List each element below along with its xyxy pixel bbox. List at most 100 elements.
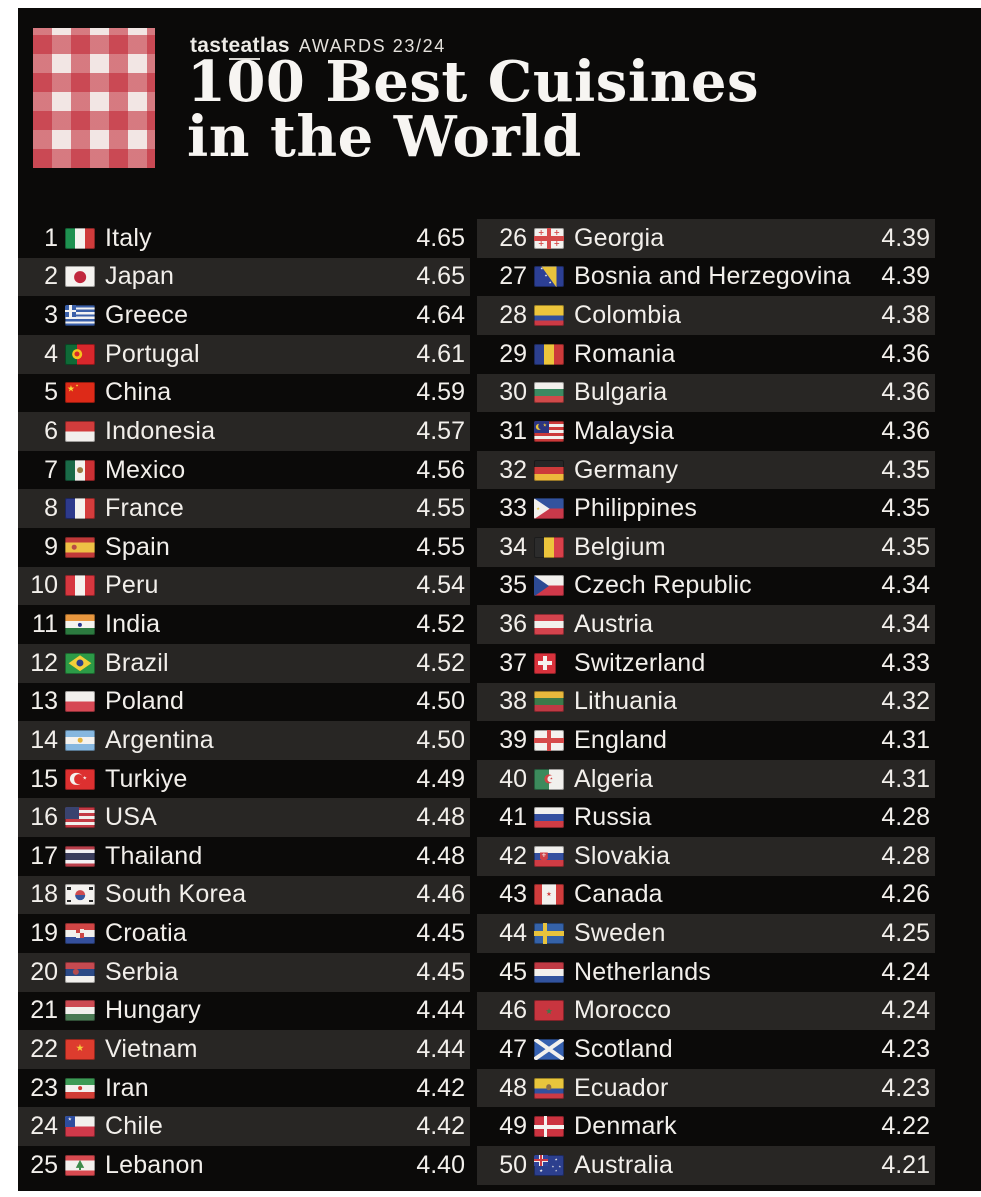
country-flag-icon [65,884,95,906]
country-flag-icon [65,807,95,829]
country-name: Chile [105,1112,163,1141]
country-flag-icon: ★ [65,1116,95,1138]
country-name: Peru [105,571,159,600]
country-flag-icon [534,807,564,829]
country-name: India [105,610,161,639]
flag-star-detail: ★ [539,1167,544,1173]
wordmark-eat-underlined: eat [228,34,260,60]
flag-cross-detail [534,1116,564,1138]
ranking-row: 43 ★ Canada 4.26 [477,876,935,915]
flag-star-detail: ★ [542,423,547,429]
ranking-row: 45 Netherlands 4.24 [477,953,935,992]
cuisine-score: 4.21 [881,1150,930,1179]
cuisine-score: 4.55 [416,532,465,561]
flag-glyph-detail: + [538,228,545,238]
cuisine-score: 4.48 [416,841,465,870]
rank-number: 41 [499,803,527,832]
country-flag-icon [534,575,564,597]
flag-dot-detail [77,738,83,743]
rank-number: 48 [499,1073,527,1102]
country-name: England [574,725,668,754]
flag-star-detail: ★ [75,1043,85,1055]
ranking-row: 17 Thailand 4.48 [18,837,470,876]
cuisine-score: 4.25 [881,919,930,948]
flag-rect-detail [76,928,80,934]
cuisine-score: 4.52 [416,610,465,639]
country-flag-icon [65,498,95,520]
cuisine-score: 4.36 [881,339,930,368]
cuisine-score: 4.36 [881,416,930,445]
flag-rect-detail [540,1154,543,1166]
country-name: Greece [105,301,189,330]
country-name: Philippines [574,494,698,523]
rank-number: 26 [499,223,527,252]
ranking-row: 31 ★ Malaysia 4.36 [477,412,935,451]
flag-rect-detail [65,807,79,819]
flag-dot-detail [547,775,555,783]
country-flag-icon [534,536,564,558]
country-flag-icon [65,961,95,983]
ranking-row: 36 Austria 4.34 [477,605,935,644]
cuisine-score: 4.38 [881,301,930,330]
flag-glyph-detail: + [541,852,547,860]
rank-number: 24 [30,1112,58,1141]
country-name: USA [105,803,158,832]
rank-number: 2 [44,262,58,291]
country-flag-icon [65,459,95,481]
ranking-row: 28 Colombia 4.38 [477,296,935,335]
country-name: Morocco [574,996,672,1025]
cuisine-score: 4.44 [416,1034,465,1063]
cuisine-score: 4.49 [416,764,465,793]
country-name: Croatia [105,919,187,948]
cuisine-score: 4.31 [881,764,930,793]
flag-star-detail: ★ [558,1164,562,1169]
flag-dot-detail [77,467,83,473]
country-flag-icon [534,1077,564,1099]
country-name: Italy [105,223,152,252]
country-name: Georgia [574,223,665,252]
country-name: Australia [574,1150,674,1179]
country-name: Scotland [574,1034,673,1063]
country-flag-icon [65,1077,95,1099]
cuisine-score: 4.44 [416,996,465,1025]
ranking-row: 23 Iran 4.42 [18,1069,470,1108]
ranking-row: 30 Bulgaria 4.36 [477,373,935,413]
rank-number: 23 [30,1073,58,1102]
rank-number: 40 [499,764,527,793]
flag-cross-detail [534,227,564,249]
ranking-row: 33 ★ Philippines 4.35 [477,489,935,528]
country-flag-icon [65,845,95,867]
flag-dot-detail [74,271,86,283]
rank-number: 39 [499,725,527,754]
country-name: Serbia [105,957,179,986]
ranking-row: 13 Poland 4.50 [18,683,470,722]
cuisine-score: 4.39 [881,223,930,252]
country-name: China [105,378,172,407]
flag-dot-detail [77,622,83,627]
flag-star-detail: ★ [67,1118,72,1124]
flag-cross-detail [534,729,564,751]
ranking-row: 21 Hungary 4.44 [18,992,470,1031]
country-name: Poland [105,687,185,716]
country-flag-icon [65,305,95,327]
rank-number: 16 [30,803,58,832]
flag-glyph-detail: + [553,238,560,248]
country-flag-icon [65,1154,95,1176]
title-line-1: 100 Best Cuisines [187,49,759,115]
ranking-row: 44 Sweden 4.25 [477,914,935,953]
ranking-column-left: 1 Italy 4.65 2 Japan 4.65 3 Greece 4.64 4 Portugal… [18,219,470,1185]
rank-number: 12 [30,648,58,677]
flag-rect-detail [66,899,71,903]
country-flag-icon [65,652,95,674]
country-flag-icon: ★ [65,1038,95,1060]
country-name: Bosnia and Herzegovina [574,262,851,291]
cuisine-score: 4.50 [416,725,465,754]
cuisine-score: 4.32 [881,687,930,716]
country-flag-icon [534,1116,564,1138]
ranking-row: 4 Portugal 4.61 [18,334,470,374]
flag-poly-detail [540,852,548,862]
country-flag-icon [65,266,95,288]
cuisine-score: 4.45 [416,957,465,986]
flag-rect-detail [69,305,73,317]
country-flag-icon [534,614,564,636]
